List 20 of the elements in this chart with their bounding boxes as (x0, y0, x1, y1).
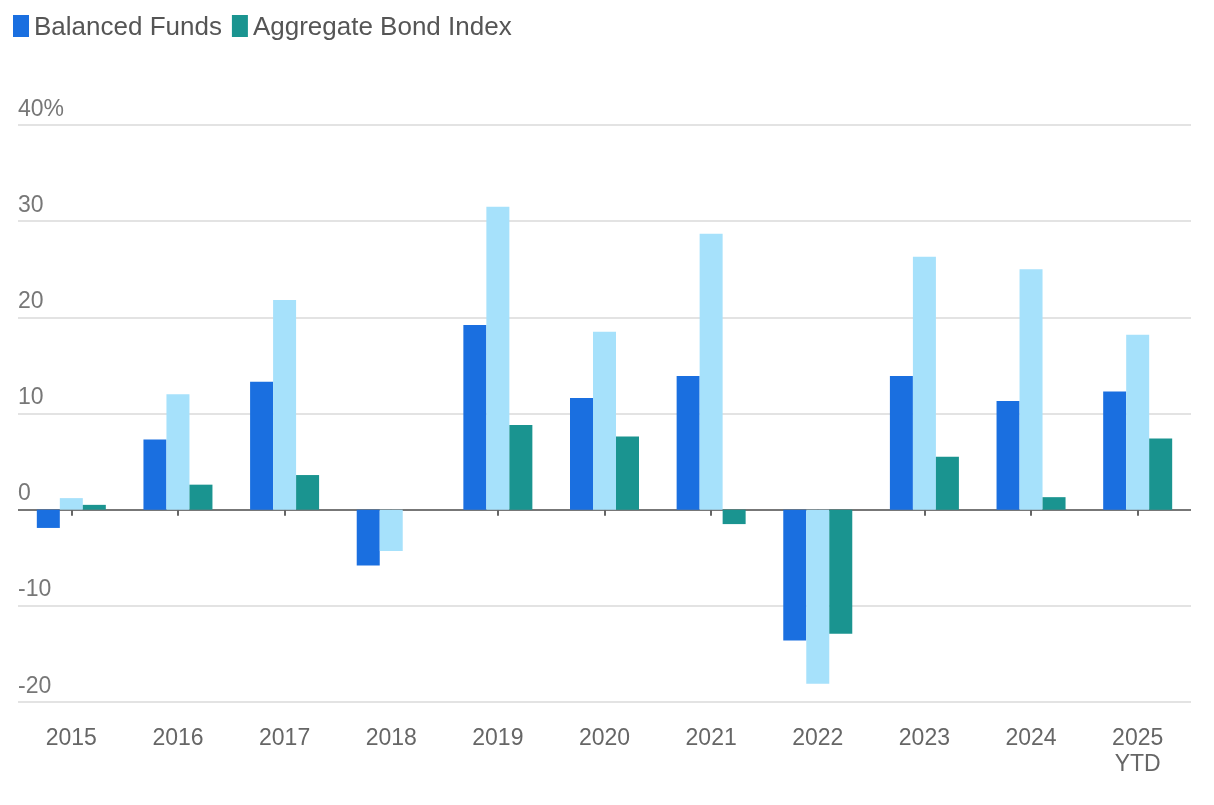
x-tick-label: 2021 (685, 724, 737, 750)
x-tick-label: 2024 (1005, 724, 1057, 750)
x-tick-label: 2025 YTD (1112, 724, 1164, 776)
y-tick-label: 0 (18, 479, 31, 506)
legend-label: Balanced Funds (34, 11, 222, 41)
x-tick-label: 2018 (365, 724, 417, 750)
x-tick-label: 2017 (259, 724, 311, 750)
y-tick-label: 10 (18, 383, 44, 409)
y-tick-label: -20 (18, 671, 52, 698)
y-tick-label: 30 (18, 190, 44, 217)
x-tick-label: 2016 (152, 724, 204, 750)
x-tick-label: 2023 (898, 724, 950, 750)
x-tick-label: 2022 (792, 724, 844, 750)
x-tick-label: 2019 (472, 724, 524, 750)
x-tick-label: 2020 (578, 724, 631, 750)
y-tick-label: 40% (18, 94, 65, 121)
x-tick-label: 2015 (45, 724, 97, 750)
legend-label: Aggregate Bond Index (252, 11, 512, 41)
y-tick-label: -10 (18, 575, 52, 602)
y-tick-label: 20 (18, 286, 44, 313)
